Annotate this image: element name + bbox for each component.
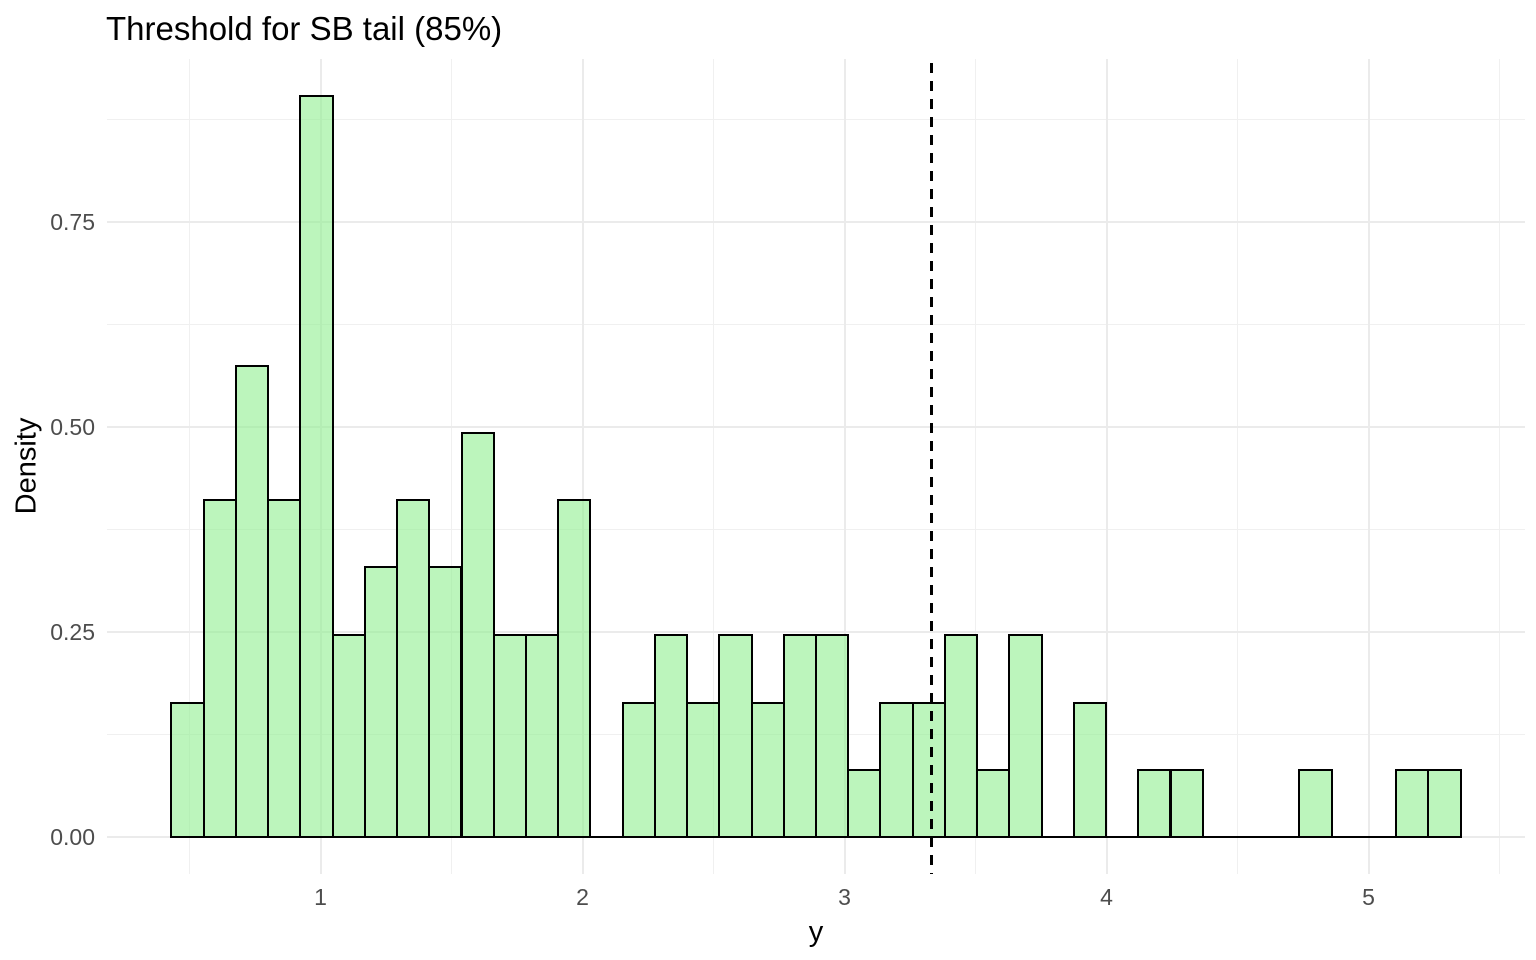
plot-title: Threshold for SB tail (85%) [106,10,503,47]
histogram-bar [492,633,527,839]
threshold-line [929,63,933,874]
histogram-bar [879,701,914,839]
gridline-major-vertical [843,59,846,874]
x-axis-title: y [808,916,824,948]
histogram-bar [750,701,785,839]
gridline-major-horizontal [107,426,1525,429]
x-axis-tick-label: 5 [1362,884,1375,910]
histogram-bar [621,701,656,839]
histogram-bar [1298,768,1333,839]
histogram-bar [331,633,366,839]
histogram-bar [1169,768,1204,839]
y-axis-tick-label: 0.25 [50,619,95,646]
histogram-bar [847,768,882,839]
x-axis-tick-label: 4 [1100,884,1113,910]
histogram-bar [234,364,270,839]
y-axis-tick-label: 0.00 [50,824,95,851]
histogram-bar [653,633,689,839]
histogram-bar [202,499,237,839]
gridline-major-vertical [581,59,584,874]
gridline-minor-vertical [1237,59,1239,874]
gridline-major-vertical [1367,59,1370,874]
histogram-bar [557,499,592,839]
gridline-minor-vertical [1499,59,1501,874]
gridline-minor-vertical [451,59,453,874]
histogram-bar [943,633,979,839]
histogram-bar [1072,701,1108,839]
histogram-bar [363,566,399,839]
gridline-minor-horizontal [107,529,1525,531]
x-axis-tick-label: 2 [576,884,589,910]
gridline-major-horizontal [107,221,1525,224]
gridline-minor-vertical [975,59,977,874]
histogram-bar [1137,768,1172,839]
histogram-bar [782,633,817,839]
gridline-minor-vertical [189,59,191,874]
y-axis-tick-label: 0.50 [50,414,95,441]
gridline-minor-vertical [713,59,715,874]
histogram-bar [815,633,850,839]
histogram-bar [1395,768,1430,839]
histogram-bar [718,633,753,839]
histogram-bar [686,701,721,839]
histogram-bar [428,566,463,839]
x-axis-tick-label: 3 [838,884,851,910]
histogram-bar [524,633,560,839]
plot-panel [107,59,1525,874]
y-axis-tick-label: 0.75 [50,209,95,236]
gridline-major-horizontal [107,631,1525,634]
histogram-bar [1427,768,1462,839]
gridline-minor-horizontal [107,324,1525,326]
histogram-bar [976,768,1011,839]
gridline-minor-horizontal [107,119,1525,121]
gridline-major-vertical [1105,59,1108,874]
histogram-bar [267,499,302,839]
x-axis-tick-label: 1 [314,884,327,910]
histogram-bar [299,94,334,839]
histogram-bar [460,431,495,839]
histogram-bar [1008,633,1043,839]
histogram-bar [396,499,431,839]
histogram-bar [170,701,205,839]
